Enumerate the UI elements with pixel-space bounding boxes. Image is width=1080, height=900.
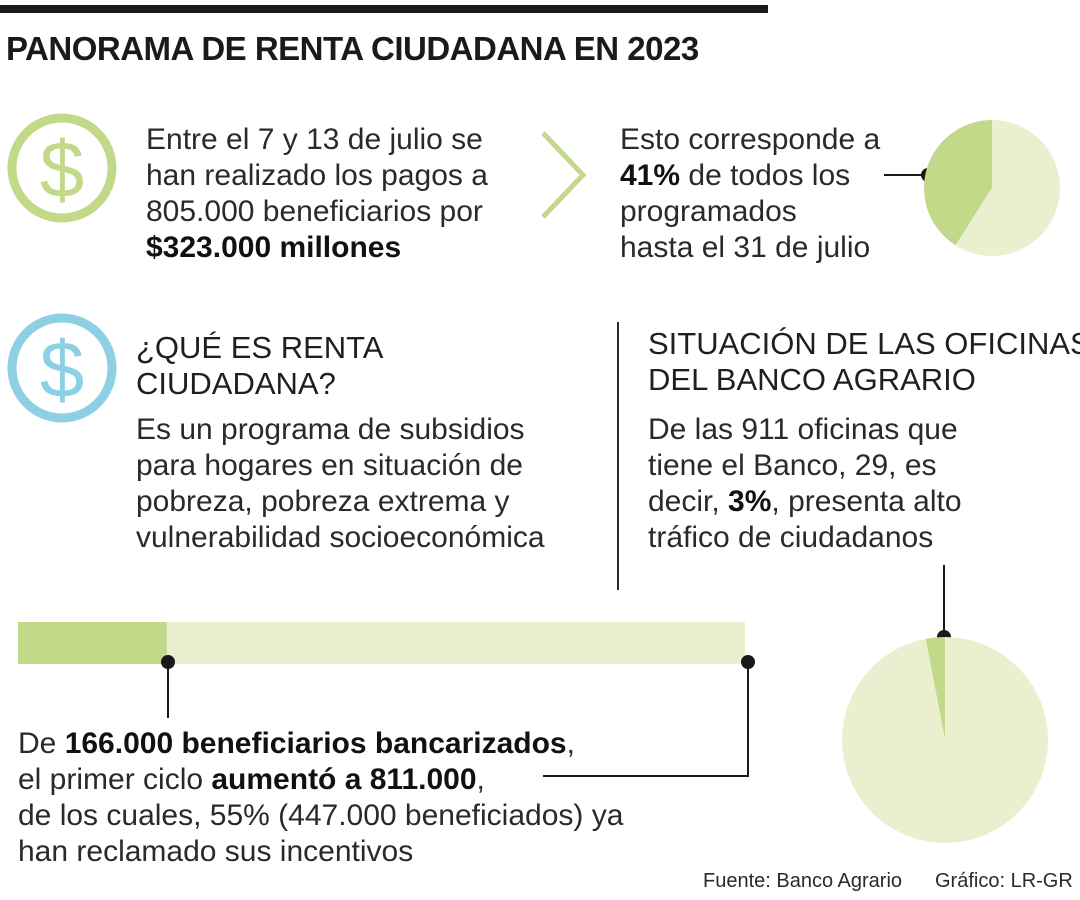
oficinas-body: De las 911 oficinas que tiene el Banco, … — [648, 412, 1080, 556]
bank-post-2: , — [476, 763, 485, 796]
bar-chart-bancarizados — [18, 622, 745, 664]
payments-text: Entre el 7 y 13 de julio se han realizad… — [146, 122, 488, 266]
que-es-body: Es un programa de subsidios para hogares… — [136, 412, 545, 556]
bar-connector-left-dot — [161, 655, 175, 669]
pie-slice-rest — [841, 637, 1048, 843]
percent-line-4: hasta el 31 de julio — [620, 231, 871, 264]
oficinas-pct: 3% — [728, 485, 772, 518]
chevron-right-icon — [541, 131, 587, 219]
que-es-body-3: pobreza, pobreza extrema y — [136, 485, 510, 518]
oficinas-heading-2: DEL BANCO AGRARIO — [648, 362, 976, 397]
oficinas-heading-1: SITUACIÓN DE LAS OFICINAS — [648, 326, 1080, 361]
oficinas-section: SITUACIÓN DE LAS OFICINAS DEL BANCO AGRA… — [648, 326, 1080, 556]
oficinas-body-3-pre: decir, — [648, 485, 729, 518]
pie-chart-offices — [841, 637, 1048, 843]
bank-text: De 166.000 beneficiarios bancarizados, e… — [18, 726, 623, 870]
que-es-section: ¿QUÉ ES RENTA CIUDADANA? Es un programa … — [136, 330, 545, 556]
pie-chart-payments — [924, 120, 1060, 257]
bank-bold-1: 166.000 beneficiarios bancarizados — [64, 727, 567, 760]
payments-line-1: Entre el 7 y 13 de julio se — [146, 123, 483, 156]
oficinas-body-4: tráfico de ciudadanos — [648, 521, 934, 554]
pie-slice-41pct — [924, 120, 992, 246]
que-es-heading-2: CIUDADANA? — [136, 366, 336, 401]
que-es-heading-1: ¿QUÉ ES RENTA — [136, 330, 384, 365]
svg-text:$: $ — [40, 125, 85, 214]
dollar-circle-icon: $ — [7, 113, 117, 223]
que-es-body-4: vulnerabilidad socioeconómica — [136, 521, 545, 554]
que-es-body-2: para hogares en situación de — [136, 449, 523, 482]
bank-pre-1: De — [18, 727, 65, 760]
bank-line-4: han reclamado sus incentivos — [18, 835, 414, 868]
bar-segment-166000 — [18, 622, 167, 664]
payments-line-2: han realizado los pagos a — [146, 159, 488, 192]
percent-text: Esto corresponde a 41% de todos los prog… — [620, 122, 880, 266]
bank-pre-2: el primer ciclo — [18, 763, 212, 796]
oficinas-body-2: tiene el Banco, 29, es — [648, 449, 937, 482]
graphic-credit: Gráfico: LR-GR — [935, 870, 1073, 892]
dollar-circle-icon: $ — [7, 313, 117, 423]
section-divider — [617, 322, 619, 590]
oficinas-body-1: De las 911 oficinas que — [648, 413, 958, 446]
pie-slice-3pct — [925, 637, 945, 740]
que-es-body-1: Es un programa de subsidios — [136, 413, 525, 446]
bank-post-1: , — [566, 727, 575, 760]
bar-connector-right — [543, 662, 749, 777]
percent-value: 41% — [620, 159, 681, 192]
bank-bold-2: aumentó a 811.000 — [211, 763, 477, 796]
svg-text:$: $ — [40, 325, 85, 414]
percent-line-3: programados — [620, 195, 797, 228]
page-title: PANORAMA DE RENTA CIUDADANA EN 2023 — [6, 30, 699, 67]
top-rule — [0, 5, 768, 13]
percent-line-2: de todos los — [680, 159, 851, 192]
payments-amount: $323.000 millones — [146, 231, 402, 264]
bank-line-3: de los cuales, 55% (447.000 beneficiados… — [18, 799, 624, 832]
payments-line-3: 805.000 beneficiarios por — [146, 195, 483, 228]
percent-line-1: Esto corresponde a — [620, 123, 881, 156]
pie-slice-rest — [955, 120, 1060, 257]
source-credit: Fuente: Banco Agrario — [703, 870, 903, 892]
bar-connector-right-dot — [741, 655, 755, 669]
oficinas-body-3-post: , presenta alto — [771, 485, 962, 518]
